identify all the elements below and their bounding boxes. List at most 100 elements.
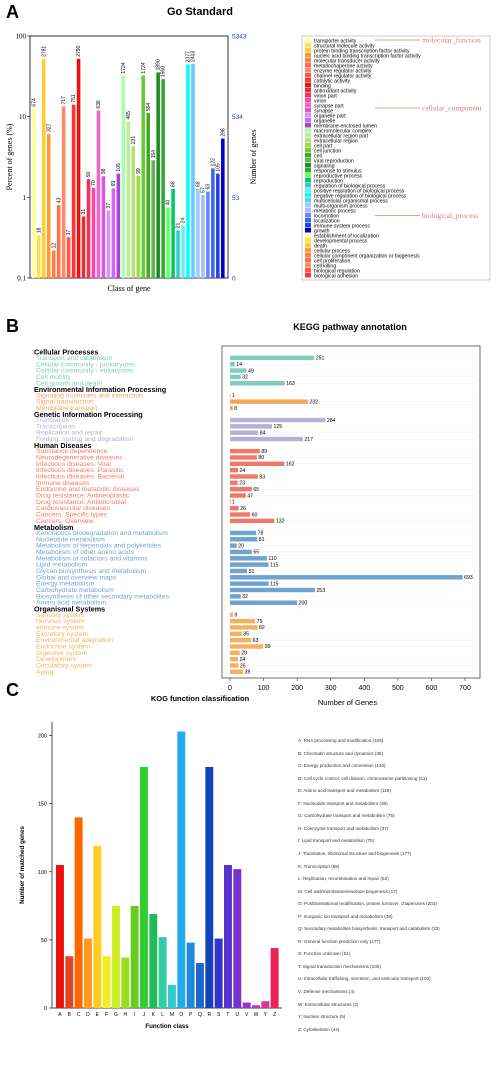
go-bar [191,63,195,279]
go-bar [206,191,210,278]
go-bar [171,188,175,278]
kog-bar [196,963,204,1008]
go-y-tick-label: 1 [23,194,27,202]
go-bar [71,104,76,278]
go-legend-swatch [305,188,311,193]
kegg-x-tick-label: 100 [258,685,270,692]
go-legend-swatch [305,48,311,53]
go-legend-swatch [305,238,311,243]
kegg-bar-label: 20 [238,543,244,549]
go-legend-item: cell part [314,143,333,149]
go-legend-frame [301,35,491,281]
go-legend-swatch [305,253,311,258]
kegg-category-label: Energy metabolism [36,581,95,588]
go-bar [91,187,96,278]
go-bar-label: 17 [66,229,72,235]
go-group-label: cellular_component [422,104,482,113]
kegg-bar-label: 82 [259,625,265,631]
kog-x-tick-label: O [179,1012,183,1018]
go-bar-label: 40 [166,200,172,206]
go-legend-swatch [305,108,311,113]
kog-x-tick-label: Y [264,1012,268,1018]
kegg-bar-label: 217 [304,437,313,443]
go-bar [151,160,155,278]
go-legend-swatch [305,178,311,183]
go-bar-label: 231 [131,136,137,145]
kegg-category-label: Lipid metabolism [36,562,87,569]
kog-bar [140,766,148,1008]
kegg-bar-label: 200 [299,600,308,606]
kegg-bar [230,430,259,435]
kegg-category-label: Signaling molecules and interaction [36,392,143,399]
kegg-bar-label: 26 [240,506,246,512]
go-legend-swatch [305,53,311,58]
kegg-bar-label: 25 [240,663,246,669]
kegg-bar [230,486,252,492]
kegg-bar-label: 132 [276,519,285,525]
go-bar-label: 70 [91,180,97,186]
go-legend-item: extracellular region [314,138,358,144]
kog-x-tick-label: B [68,1012,72,1018]
go-legend-swatch [305,213,311,218]
go-bar-label: 31 [81,209,87,215]
kegg-bar [230,467,239,473]
go-legend-swatch [305,223,311,228]
kegg-category-label: Cellular community - prokaryotes [36,361,136,368]
go-bar [66,237,71,278]
go-legend-item: organelle part [314,113,346,119]
kegg-category-label: Environmental adaptation [36,637,113,644]
go-legend-swatch [305,98,311,103]
go-bar [156,72,160,278]
kegg-bar-label: 75 [257,619,263,625]
kegg-bar-label: 284 [327,418,336,424]
kegg-category-label: Sensory system [36,612,85,619]
go-legend-item: organelle [314,118,335,124]
kegg-bar [230,355,315,361]
go-legend-swatch [305,148,311,153]
go-bar-label: 43 [56,197,62,203]
go-legend-swatch [305,63,311,68]
kegg-bar-label: 32 [242,594,248,600]
go-legend-swatch [305,228,311,233]
kegg-category-label: Xenobiotics biodegradation and metabolis… [36,530,168,537]
go-y-tick-label: 10 [19,113,27,121]
kog-x-tick-label: J [143,1012,146,1018]
kegg-bar [230,362,235,367]
kog-x-tick-label: K [152,1012,156,1018]
kegg-category-label: Endocrine and metabolic diseases [36,486,140,493]
kog-y-tick-label: 100 [38,870,47,876]
kegg-bar [230,424,272,429]
kegg-bar [230,556,267,561]
go-legend-swatch [305,218,311,223]
kegg-bar-label: 693 [464,575,473,581]
kog-x-tick-label: T [226,1012,229,1018]
kegg-category-label: Folding, sorting and degradation [36,436,134,443]
kog-bar [270,948,279,1008]
kog-bar [224,865,232,1008]
kegg-bar-label: 115 [270,562,278,568]
go-legend-item: metabolic process [314,208,356,214]
kegg-bar-label: 29 [241,651,247,657]
go-legend-swatch [305,198,311,203]
go-group-label: biological_process [422,211,478,220]
kog-y-tick-label: 50 [41,938,47,944]
kegg-bar [230,474,258,479]
panel-letter-b: B [6,316,19,336]
kog-y-tick-label: 0 [44,1006,47,1012]
go-bar-label: 21 [176,223,182,229]
go-bar [51,250,56,278]
go-legend-item: cell proliferation [314,258,350,264]
go-legend-swatch [305,143,311,148]
go-bar-label: 98 [101,168,107,174]
go-x-axis-label: Class of gene [107,284,151,293]
kegg-bar-label: 84 [260,430,266,436]
kegg-bar-label: 1 [232,500,235,506]
go-y2-tick-label: 534 [232,114,243,121]
kegg-category-label: Carbohydrate metabolism [36,587,114,594]
go-legend-item: structural molecule activity [314,43,375,49]
go-legend-item: immune system process [314,223,370,229]
go-legend-swatch [305,73,311,78]
kegg-bar-label: 63 [253,638,259,644]
go-legend-swatch [305,168,311,173]
kegg-bar [230,505,239,511]
